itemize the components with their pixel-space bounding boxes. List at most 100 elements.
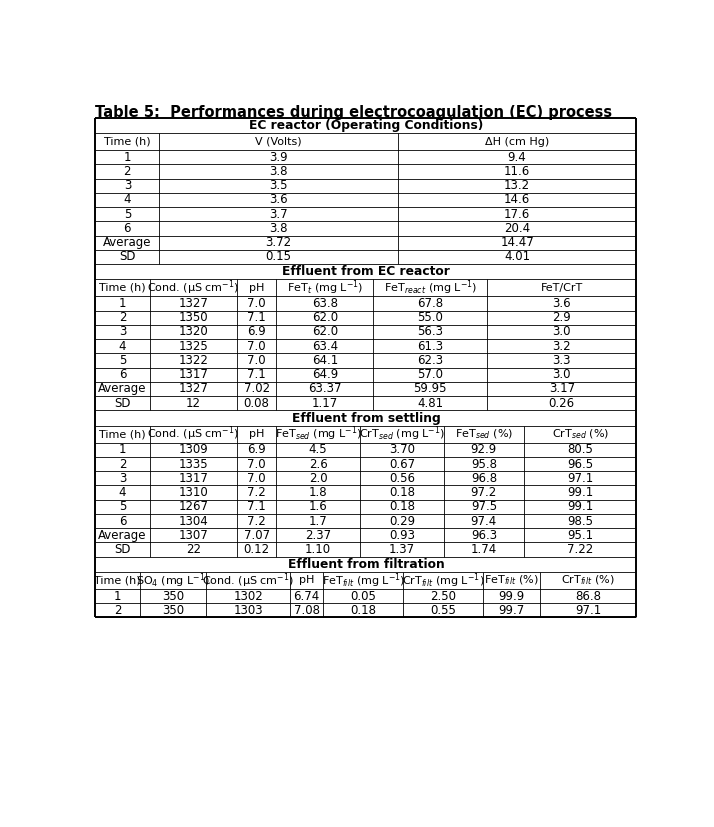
Text: Time (h): Time (h)	[99, 283, 146, 293]
Text: 3.8: 3.8	[269, 222, 288, 235]
Text: 2: 2	[119, 457, 126, 471]
Text: 12: 12	[186, 397, 201, 409]
Text: 4: 4	[119, 340, 126, 353]
Text: 96.3: 96.3	[471, 528, 497, 542]
Text: Average: Average	[99, 528, 147, 542]
Text: 0.18: 0.18	[389, 486, 415, 499]
Text: 3.6: 3.6	[269, 194, 288, 207]
Text: 64.1: 64.1	[312, 354, 338, 367]
Text: SD: SD	[114, 543, 131, 556]
Text: 1320: 1320	[178, 326, 208, 338]
Text: 7.0: 7.0	[247, 471, 266, 485]
Text: 3.3: 3.3	[553, 354, 571, 367]
Text: 3: 3	[119, 326, 126, 338]
Text: 1: 1	[124, 151, 131, 164]
Text: 1.17: 1.17	[312, 397, 338, 409]
Text: CrT$_{sed}$ (mg L$^{-1}$): CrT$_{sed}$ (mg L$^{-1}$)	[359, 425, 445, 443]
Text: 3.70: 3.70	[389, 443, 415, 457]
Text: 61.3: 61.3	[417, 340, 443, 353]
Text: 95.1: 95.1	[567, 528, 593, 542]
Text: 7.0: 7.0	[247, 297, 266, 310]
Text: 1: 1	[114, 590, 121, 603]
Text: 64.9: 64.9	[312, 368, 338, 381]
Text: 0.26: 0.26	[548, 397, 575, 409]
Text: 97.2: 97.2	[471, 486, 497, 499]
Text: 7.2: 7.2	[247, 514, 266, 528]
Text: 97.1: 97.1	[567, 471, 593, 485]
Text: SD: SD	[114, 397, 131, 409]
Text: 1.7: 1.7	[308, 514, 328, 528]
Text: 3.72: 3.72	[266, 237, 291, 249]
Text: 7.0: 7.0	[247, 457, 266, 471]
Text: Cond. (μS cm$^{-1}$): Cond. (μS cm$^{-1}$)	[202, 571, 294, 590]
Text: FeT$_{react}$ (mg L$^{-1}$): FeT$_{react}$ (mg L$^{-1}$)	[383, 279, 477, 297]
Text: 4: 4	[119, 486, 126, 499]
Text: 7.1: 7.1	[247, 368, 266, 381]
Text: 6.9: 6.9	[247, 326, 266, 338]
Text: 1267: 1267	[178, 500, 208, 514]
Text: 99.7: 99.7	[498, 604, 525, 617]
Text: 1325: 1325	[178, 340, 208, 353]
Text: Average: Average	[103, 237, 151, 249]
Text: pH: pH	[299, 576, 314, 586]
Text: 1302: 1302	[233, 590, 263, 603]
Text: Average: Average	[99, 382, 147, 395]
Text: Table 5:  Performances during electrocoagulation (EC) process: Table 5: Performances during electrocoag…	[96, 105, 613, 120]
Text: 3.17: 3.17	[548, 382, 575, 395]
Text: 3.0: 3.0	[553, 326, 571, 338]
Text: pH: pH	[249, 429, 264, 439]
Text: SD: SD	[119, 251, 136, 263]
Text: 0.55: 0.55	[431, 604, 456, 617]
Text: 62.3: 62.3	[417, 354, 443, 367]
Text: 22: 22	[186, 543, 201, 556]
Text: 350: 350	[162, 590, 184, 603]
Text: 86.8: 86.8	[575, 590, 601, 603]
Text: EC reactor (Operating Conditions): EC reactor (Operating Conditions)	[248, 119, 483, 132]
Text: 2: 2	[114, 604, 121, 617]
Text: 4: 4	[124, 194, 131, 207]
Text: 0.12: 0.12	[243, 543, 270, 556]
Text: 1317: 1317	[178, 368, 208, 381]
Text: 1.37: 1.37	[389, 543, 415, 556]
Text: 98.5: 98.5	[567, 514, 593, 528]
Text: 4.01: 4.01	[504, 251, 531, 263]
Text: 7.2: 7.2	[247, 486, 266, 499]
Text: 1.8: 1.8	[308, 486, 327, 499]
Text: 2.50: 2.50	[431, 590, 456, 603]
Text: 80.5: 80.5	[567, 443, 593, 457]
Text: 1350: 1350	[178, 311, 208, 324]
Text: CrT$_{filt}$ (%): CrT$_{filt}$ (%)	[561, 574, 615, 587]
Text: 1.74: 1.74	[471, 543, 497, 556]
Text: 2.6: 2.6	[308, 457, 328, 471]
Text: 20.4: 20.4	[504, 222, 531, 235]
Text: 6: 6	[119, 368, 126, 381]
Text: 13.2: 13.2	[504, 179, 531, 192]
Text: FeT$_{filt}$ (mg L$^{-1}$): FeT$_{filt}$ (mg L$^{-1}$)	[321, 571, 405, 590]
Text: 1322: 1322	[178, 354, 208, 367]
Text: 99.1: 99.1	[567, 486, 593, 499]
Text: 0.18: 0.18	[389, 500, 415, 514]
Text: 7.1: 7.1	[247, 311, 266, 324]
Text: pH: pH	[249, 283, 264, 293]
Text: Time (h): Time (h)	[104, 136, 151, 146]
Text: 1303: 1303	[233, 604, 263, 617]
Text: 3.8: 3.8	[269, 165, 288, 178]
Text: 95.8: 95.8	[471, 457, 497, 471]
Text: 1: 1	[119, 443, 126, 457]
Text: 0.67: 0.67	[389, 457, 415, 471]
Text: 7.07: 7.07	[243, 528, 270, 542]
Text: 1335: 1335	[178, 457, 208, 471]
Text: 6.74: 6.74	[293, 590, 320, 603]
Text: 3: 3	[119, 471, 126, 485]
Text: 7.0: 7.0	[247, 340, 266, 353]
Text: 1327: 1327	[178, 297, 208, 310]
Text: V (Volts): V (Volts)	[255, 136, 302, 146]
Text: FeT$_t$ (mg L$^{-1}$): FeT$_t$ (mg L$^{-1}$)	[286, 279, 363, 297]
Text: 62.0: 62.0	[312, 326, 338, 338]
Text: 3.9: 3.9	[269, 151, 288, 164]
Text: Cond. (μS cm$^{-1}$): Cond. (μS cm$^{-1}$)	[147, 279, 239, 297]
Text: 6: 6	[119, 514, 126, 528]
Text: 99.1: 99.1	[567, 500, 593, 514]
Text: 1310: 1310	[178, 486, 208, 499]
Text: 1: 1	[119, 297, 126, 310]
